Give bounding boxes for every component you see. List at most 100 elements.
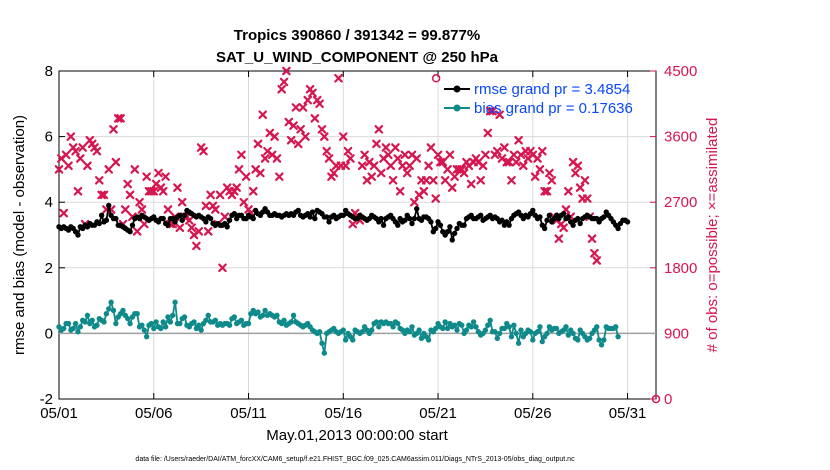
obs-assimilated-marker bbox=[184, 216, 194, 225]
bias-point bbox=[395, 320, 401, 327]
obs-assimilated-marker bbox=[132, 227, 142, 236]
x-tick-label: 05/26 bbox=[514, 405, 552, 422]
bias-point bbox=[511, 322, 517, 328]
obs-assimilated-marker bbox=[192, 241, 201, 251]
obs-assimilated-marker bbox=[519, 161, 528, 171]
obs-assimilated-marker bbox=[135, 197, 144, 207]
bias-point bbox=[108, 299, 114, 305]
obs-assimilated-marker bbox=[341, 161, 350, 171]
bias-point bbox=[527, 329, 534, 335]
obs-assimilated-marker bbox=[173, 183, 182, 192]
x-tick-label: 05/06 bbox=[135, 405, 173, 422]
bias-point bbox=[262, 307, 268, 314]
bias-point bbox=[613, 324, 619, 330]
obs-assimilated-marker bbox=[324, 154, 334, 163]
rmse-point bbox=[106, 202, 112, 209]
obs-possible-marker bbox=[651, 394, 661, 404]
obs-assimilated-marker bbox=[199, 146, 208, 156]
bias-point bbox=[508, 333, 515, 340]
rmse-point bbox=[546, 212, 553, 219]
obs-assimilated-marker bbox=[374, 125, 384, 134]
obs-assimilated-marker bbox=[400, 150, 410, 160]
chart-subtitle: SAT_U_WIND_COMPONENT @ 250 hPa bbox=[216, 49, 499, 66]
obs-assimilated-marker bbox=[64, 161, 73, 171]
obs-assimilated-marker bbox=[258, 110, 268, 120]
bias-point bbox=[432, 325, 439, 332]
bias-point bbox=[82, 319, 88, 325]
y-tick-label: 6 bbox=[45, 129, 53, 146]
y-right-tick-label: 4500 bbox=[664, 63, 697, 80]
obs-assimilated-marker bbox=[507, 176, 516, 185]
obs-assimilated-marker bbox=[253, 139, 263, 149]
rmse-point bbox=[98, 212, 105, 219]
bias-point bbox=[501, 325, 508, 332]
bias-point bbox=[212, 317, 219, 323]
obs-assimilated-marker bbox=[395, 186, 405, 196]
obs-assimilated-marker bbox=[511, 157, 521, 167]
rmse-point bbox=[113, 215, 119, 222]
obs-assimilated-marker bbox=[83, 161, 92, 171]
bias-point bbox=[492, 329, 498, 335]
y-right-tick-label: 900 bbox=[664, 325, 689, 342]
bias-point bbox=[518, 327, 524, 333]
obs-assimilated-marker bbox=[154, 168, 163, 178]
bias-point bbox=[321, 350, 328, 356]
bias-point bbox=[534, 329, 541, 335]
rmse-point bbox=[127, 229, 133, 235]
bias-point bbox=[141, 327, 147, 333]
y-tick-label: 8 bbox=[45, 63, 53, 80]
rmse-point bbox=[406, 215, 413, 222]
obs-assimilated-marker bbox=[433, 150, 443, 160]
obs-assimilated-marker bbox=[402, 168, 412, 178]
obs-assimilated-marker bbox=[481, 150, 490, 160]
bias-point bbox=[198, 327, 204, 333]
x-tick-label: 05/21 bbox=[419, 405, 457, 422]
obs-assimilated-marker bbox=[502, 157, 512, 167]
obs-assimilated-marker bbox=[322, 146, 332, 156]
legend: rmse grand pr = 3.4854 bias grand pr = 0… bbox=[444, 81, 633, 117]
obs-assimilated-marker bbox=[369, 161, 379, 171]
obs-assimilated-marker bbox=[537, 146, 547, 156]
rmse-point bbox=[172, 219, 178, 225]
obs-assimilated-marker bbox=[303, 95, 313, 105]
bias-point bbox=[454, 327, 460, 333]
bias-point bbox=[245, 320, 252, 327]
grid bbox=[58, 70, 656, 400]
obs-assimilated-marker bbox=[76, 154, 85, 163]
legend-bias-label: bias grand pr = 0.17636 bbox=[474, 100, 633, 117]
tick-marks bbox=[58, 70, 656, 400]
obs-possible-marker bbox=[431, 74, 441, 83]
rmse-point bbox=[378, 215, 384, 222]
obs-assimilated-marker bbox=[391, 143, 400, 152]
bias-point bbox=[316, 329, 323, 335]
bias-point bbox=[106, 306, 112, 312]
y-tick-labels: -2 0 2 4 6 8 bbox=[40, 63, 53, 408]
rmse-point bbox=[444, 229, 451, 235]
bias-point bbox=[238, 317, 245, 323]
bias-point bbox=[598, 342, 605, 348]
bias-point bbox=[165, 314, 171, 320]
bias-point bbox=[77, 324, 84, 330]
bias-point bbox=[563, 324, 569, 330]
obs-assimilated-marker bbox=[376, 168, 386, 178]
obs-assimilated-marker bbox=[111, 157, 121, 167]
obs-assimilated-marker bbox=[187, 223, 196, 233]
obs-assimilated-marker bbox=[130, 165, 140, 174]
obs-assimilated-marker bbox=[334, 73, 343, 83]
bias-point bbox=[485, 322, 491, 328]
rmse-point bbox=[411, 215, 418, 222]
rmse-point bbox=[103, 217, 110, 223]
rmse-point bbox=[570, 222, 576, 228]
obs-assimilated-marker bbox=[443, 165, 452, 174]
bias-point bbox=[539, 338, 545, 345]
bias-point bbox=[418, 335, 425, 342]
obs-assimilated-marker bbox=[381, 143, 391, 152]
rmse-point bbox=[250, 215, 256, 222]
obs-assimilated-marker bbox=[338, 132, 348, 141]
plot-area bbox=[58, 70, 657, 400]
obs-assimilated-marker bbox=[547, 176, 557, 185]
bias-point bbox=[153, 319, 159, 325]
bias-point bbox=[473, 324, 479, 330]
bias-point bbox=[553, 325, 560, 332]
obs-assimilated-marker bbox=[466, 179, 476, 189]
